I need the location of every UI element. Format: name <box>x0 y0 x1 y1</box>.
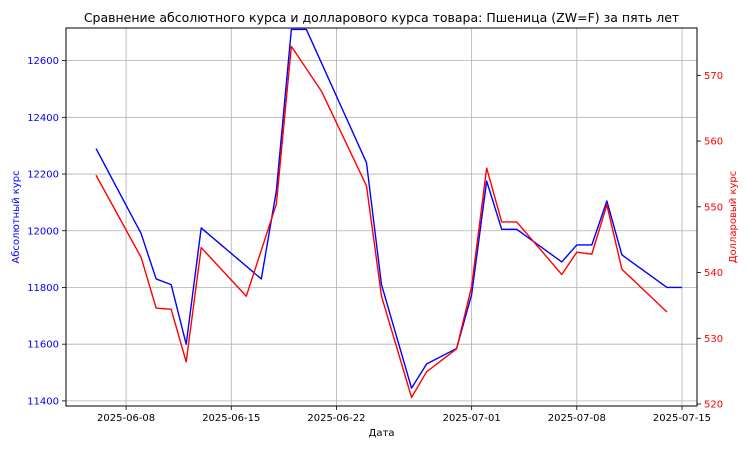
grid-lines <box>66 28 697 406</box>
right-tick-label: 560 <box>704 137 723 148</box>
right-tick-label: 530 <box>704 334 723 345</box>
plot-area-frame <box>65 27 698 407</box>
left-tick-label: 11800 <box>27 283 59 294</box>
left-tick-label: 12200 <box>27 170 59 181</box>
chart-title: Сравнение абсолютного курса и долларовог… <box>84 10 679 25</box>
right-axis-series-line <box>95 45 668 399</box>
right-axis-title: Долларовый курс <box>728 171 739 264</box>
right-tick-label: 550 <box>704 202 723 213</box>
left-tick-label: 12400 <box>27 113 59 124</box>
x-tick-label: 2025-06-15 <box>202 413 260 424</box>
left-tick-label: 11400 <box>27 396 59 407</box>
left-tick-label: 12600 <box>27 56 59 67</box>
x-axis: 2025-06-08 2025-06-15 2025-06-22 2025-07-01… <box>97 406 711 424</box>
x-tick-label: 2025-07-01 <box>443 413 501 424</box>
series-lines <box>95 28 682 399</box>
x-axis-title: Дата <box>369 428 395 439</box>
right-tick-label: 540 <box>704 268 723 279</box>
x-tick-label: 2025-06-22 <box>307 413 365 424</box>
right-tick-label: 520 <box>704 400 723 411</box>
left-axis-title: Абсолютный курс <box>11 170 22 263</box>
x-tick-label: 2025-06-08 <box>97 413 155 424</box>
x-tick-label: 2025-07-15 <box>653 413 711 424</box>
left-tick-label: 12000 <box>27 226 59 237</box>
x-tick-label: 2025-07-08 <box>548 413 606 424</box>
left-axis-series-line <box>95 28 682 389</box>
left-tick-label: 11600 <box>27 340 59 351</box>
left-y-axis: 11400 11600 11800 12000 12200 12400 12600 <box>27 56 66 407</box>
right-y-axis: 520 530 540 550 560 570 <box>697 71 723 411</box>
right-tick-label: 570 <box>704 71 723 82</box>
